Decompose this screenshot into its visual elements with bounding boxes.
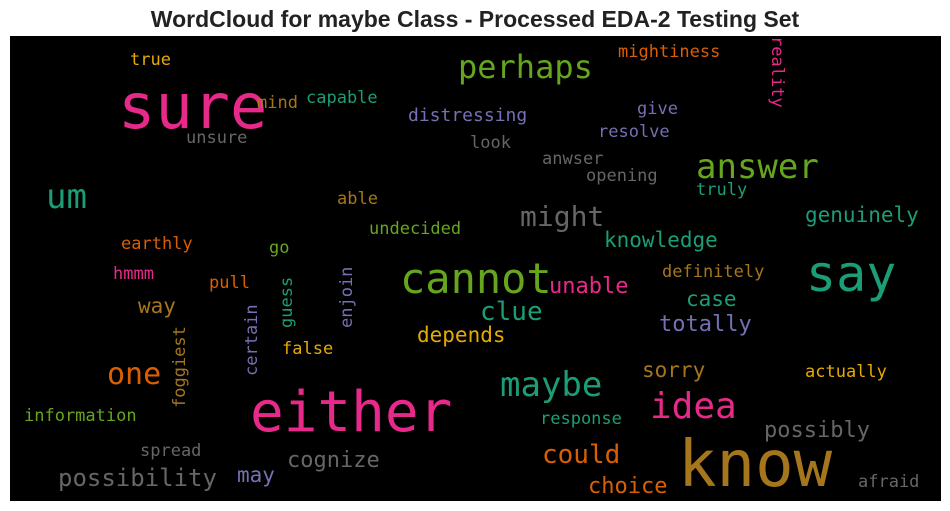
word-totally: totally bbox=[659, 312, 752, 337]
word-possibility: possibility bbox=[58, 464, 217, 492]
word-perhaps: perhaps bbox=[458, 48, 593, 86]
word-give: give bbox=[637, 99, 678, 119]
word-false: false bbox=[282, 339, 333, 359]
word-mind: mind bbox=[257, 93, 298, 113]
word-undecided: undecided bbox=[369, 219, 461, 239]
word-might: might bbox=[520, 200, 604, 233]
word-spread: spread bbox=[140, 441, 201, 461]
word-response: response bbox=[540, 409, 622, 429]
word-pull: pull bbox=[209, 273, 250, 293]
page-title: WordCloud for maybe Class - Processed ED… bbox=[150, 6, 800, 32]
word-knowledge: knowledge bbox=[604, 228, 718, 252]
word-cloud: sure either know say cannot answer perhaps mayb… bbox=[10, 36, 941, 501]
word-way: way bbox=[138, 294, 176, 318]
word-foggiest: foggiest bbox=[170, 326, 190, 408]
word-clue: clue bbox=[480, 297, 543, 327]
word-may: may bbox=[237, 463, 275, 487]
word-anwser: anwser bbox=[542, 149, 603, 169]
word-maybe: maybe bbox=[500, 365, 602, 405]
word-answer: answer bbox=[696, 147, 819, 187]
word-information: information bbox=[24, 406, 137, 426]
word-choice: choice bbox=[588, 474, 667, 499]
word-idea: idea bbox=[650, 386, 737, 427]
word-able: able bbox=[337, 189, 378, 209]
word-case: case bbox=[686, 287, 737, 311]
word-cannot: cannot bbox=[400, 254, 552, 303]
word-afraid: afraid bbox=[858, 472, 919, 492]
word-truly: truly bbox=[696, 180, 747, 200]
word-go: go bbox=[269, 238, 289, 258]
word-um: um bbox=[46, 177, 87, 217]
word-depends: depends bbox=[417, 323, 506, 347]
word-capable: capable bbox=[306, 88, 378, 108]
word-actually: actually bbox=[805, 362, 887, 382]
word-know: know bbox=[678, 428, 833, 501]
word-guess: guess bbox=[277, 277, 297, 328]
word-look: look bbox=[470, 133, 511, 153]
word-reality: reality bbox=[767, 36, 787, 108]
word-certain: certain bbox=[242, 304, 262, 376]
word-cognize: cognize bbox=[287, 448, 380, 473]
word-distressing: distressing bbox=[408, 105, 527, 126]
word-sorry: sorry bbox=[642, 358, 705, 382]
word-opening: opening bbox=[586, 166, 658, 186]
word-earthly: earthly bbox=[121, 234, 193, 254]
word-possibly: possibly bbox=[764, 418, 870, 443]
word-cloud-canvas: sure either know say cannot answer perhaps mayb… bbox=[24, 36, 919, 501]
word-unsure: unsure bbox=[186, 128, 247, 148]
word-could: could bbox=[542, 440, 620, 470]
word-hmmm: hmmm bbox=[113, 264, 154, 284]
word-enjoin: enjoin bbox=[337, 267, 357, 328]
word-unable: unable bbox=[549, 274, 628, 299]
word-mightiness: mightiness bbox=[618, 42, 720, 62]
word-sure: sure bbox=[118, 70, 267, 143]
word-definitely: definitely bbox=[662, 262, 764, 282]
word-one: one bbox=[107, 357, 161, 392]
word-genuinely: genuinely bbox=[805, 203, 919, 227]
word-resolve: resolve bbox=[598, 122, 670, 142]
word-either: either bbox=[250, 380, 452, 445]
word-true: true bbox=[130, 50, 171, 70]
word-say: say bbox=[806, 245, 896, 303]
